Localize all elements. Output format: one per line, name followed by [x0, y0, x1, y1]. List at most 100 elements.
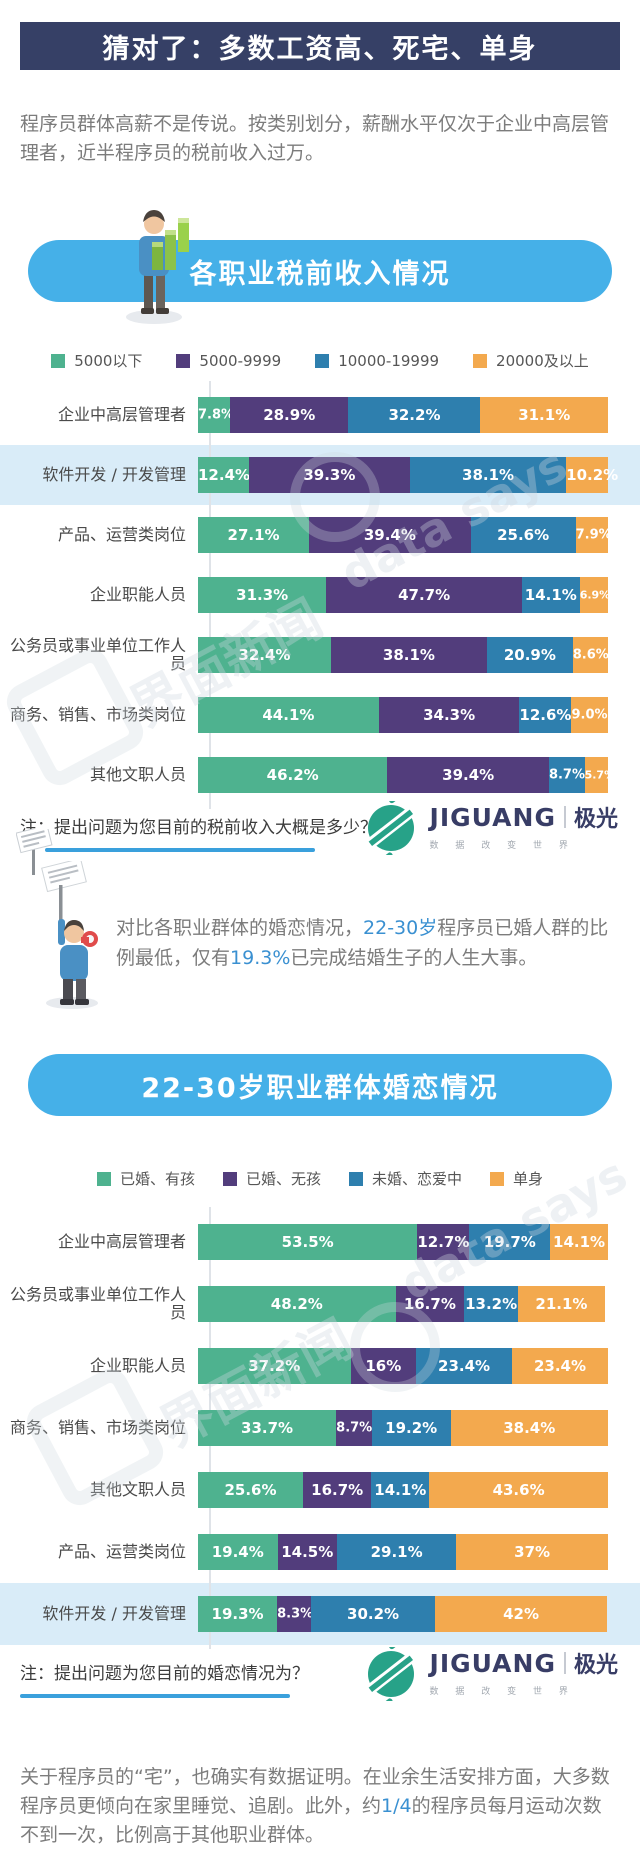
bar-value-label: 12.6% — [519, 706, 572, 724]
legend-label: 20000及以上 — [496, 352, 589, 370]
legend-item: 未婚、恋爱中 — [349, 1168, 462, 1189]
chart-row: 企业职能人员 37.2% 16% 23.4% 23.4% — [0, 1335, 640, 1397]
income-chart-legend: 5000以下 5000-9999 10000-19999 20000及以上 — [0, 350, 640, 371]
bar-segment: 12.7% — [417, 1224, 470, 1260]
marriage-chart: 企业中高层管理者 53.5% 12.7% 19.7% 14.1% 公务员或事业单位工作人员… — [0, 1207, 640, 1649]
section2-title: 22-30岁职业群体婚恋情况 — [141, 1072, 499, 1104]
bar-segment: 43.6% — [429, 1472, 608, 1508]
bar-segment: 16.7% — [395, 1286, 465, 1322]
bar-value-label: 38.1% — [462, 466, 515, 484]
bar-segment: 23.4% — [416, 1348, 513, 1384]
row-label: 企业职能人员 — [89, 585, 186, 605]
legend-swatch-icon — [96, 1171, 111, 1186]
text-run: 程序员已婚人群的比例最低，仅有 — [116, 917, 609, 969]
bar-segment: 12.6% — [519, 697, 571, 733]
bar-segment: 14.1% — [550, 1224, 608, 1260]
bar-segment: 19.3% — [198, 1596, 278, 1632]
chart-row: 产品、运营类岗位 19.4% 14.5% 29.1% 37% — [0, 1521, 640, 1583]
section1-header: 各职业税前收入情况 — [28, 210, 612, 324]
bar-track: 7.8% 28.9% 32.2% 31.1% — [198, 397, 608, 433]
bar-value-label: 10.2% — [566, 466, 619, 484]
page-title: 猜对了：多数工资高、死宅、单身 — [102, 33, 538, 65]
legend-label: 已婚、无孩 — [245, 1170, 321, 1188]
logo-slogan: 数 据 改 变 世 界 — [429, 841, 575, 851]
marriage-chart-note-block: 注：提出问题为您目前的婚恋情况为？ JIGUANG 极光 数 据 改 变 世 界 — [20, 1647, 620, 1729]
row-label: 企业职能人员 — [89, 1356, 186, 1376]
bar-track: 37.2% 16% 23.4% 23.4% — [198, 1348, 608, 1384]
legend-item: 10000-19999 — [315, 350, 439, 371]
bar-segment: 14.1% — [371, 1472, 430, 1508]
promo-block: 对比各职业群体的婚恋情况，22-30岁程序员已婚人群的比例最低，仅有19.3%已… — [20, 857, 620, 1018]
legend-item: 20000及以上 — [473, 350, 589, 371]
bar-value-label: 32.2% — [388, 406, 441, 424]
section1-title: 各职业税前收入情况 — [189, 258, 451, 290]
bar-segment: 23.4% — [512, 1348, 608, 1384]
bar-segment: 37% — [456, 1534, 608, 1570]
bar-value-label: 5.7% — [584, 768, 616, 782]
bar-value-label: 13.2% — [465, 1295, 518, 1313]
chart-row: 企业中高层管理者 7.8% 28.9% 32.2% 31.1% — [0, 385, 640, 445]
chart-row: 其他文职人员 25.6% 16.7% 14.1% 43.6% — [0, 1459, 640, 1521]
bar-value-label: 39.4% — [442, 766, 495, 784]
bar-value-label: 9.0% — [571, 707, 608, 723]
legend-item: 单身 — [490, 1168, 543, 1189]
row-label: 商务、销售、市场类岗位 — [9, 705, 186, 725]
legend-swatch-icon — [349, 1171, 363, 1186]
bar-segment: 25.6% — [198, 1472, 303, 1508]
bar-segment: 32.2% — [348, 397, 481, 433]
bar-segment: 46.2% — [198, 757, 388, 793]
bar-value-label: 28.9% — [263, 406, 316, 424]
bar-segment: 7.9% — [575, 517, 612, 553]
chart-row: 软件开发 / 开发管理 12.4% 39.3% 38.1% 10.2% — [0, 445, 640, 505]
legend-label: 5000以下 — [74, 352, 143, 370]
bar-value-label: 32.4% — [238, 646, 291, 664]
bar-segment: 14.1% — [521, 577, 580, 613]
bar-segment: 31.3% — [198, 577, 327, 613]
income-chart: 企业中高层管理者 7.8% 28.9% 32.2% 31.1% 软件开发 / 开发管理 12… — [0, 381, 640, 809]
bar-value-label: 37% — [514, 1543, 551, 1561]
chart-row: 公务员或事业单位工作人员 48.2% 16.7% 13.2% 21.1% — [0, 1273, 640, 1335]
bar-value-label: 44.1% — [262, 706, 315, 724]
bar-value-label: 46.2% — [266, 766, 319, 784]
note-divider-2 — [20, 1694, 290, 1698]
bar-track: 31.3% 47.7% 14.1% 6.9% — [198, 577, 610, 613]
bar-value-label: 53.5% — [281, 1233, 334, 1251]
bar-segment: 39.4% — [309, 517, 471, 553]
bar-value-label: 12.7% — [417, 1233, 470, 1251]
sign-post-icon — [15, 824, 56, 881]
bar-segment: 38.1% — [409, 457, 567, 493]
bar-track: 33.7% 8.7% 19.2% 38.4% — [198, 1410, 608, 1446]
bar-track: 19.4% 14.5% 29.1% 37% — [198, 1534, 608, 1570]
bar-value-label: 14.1% — [374, 1481, 427, 1499]
bar-value-label: 47.7% — [398, 586, 451, 604]
jiguang-logo: JIGUANG 极光 数 据 改 变 世 界 — [363, 801, 618, 855]
bar-value-label: 21.1% — [535, 1295, 588, 1313]
bar-value-label: 23.4% — [438, 1357, 491, 1375]
row-label: 商务、销售、市场类岗位 — [9, 1418, 186, 1438]
jiguang-emblem-icon — [363, 801, 418, 855]
bar-segment: 34.3% — [378, 697, 520, 733]
bar-value-label: 7.8% — [198, 407, 235, 423]
legend-item: 5000以下 — [51, 350, 142, 371]
bar-segment: 37.2% — [198, 1348, 351, 1384]
bar-segment: 25.6% — [470, 517, 576, 553]
logo-cn-text-2: 极光 — [573, 1653, 618, 1678]
note-divider — [45, 848, 315, 852]
bar-segment: 47.7% — [326, 577, 522, 613]
row-label: 软件开发 / 开发管理 — [42, 1604, 186, 1624]
bar-segment: 8.7% — [336, 1410, 372, 1446]
row-label: 其他文职人员 — [89, 765, 186, 785]
bar-value-label: 19.7% — [483, 1233, 536, 1251]
bar-segment: 27.1% — [198, 517, 310, 553]
bar-segment: 19.4% — [198, 1534, 278, 1570]
bar-value-label: 38.4% — [503, 1419, 556, 1437]
section2-header: 22-30岁职业群体婚恋情况 — [28, 1054, 612, 1116]
logo-slogan-2: 数 据 改 变 世 界 — [429, 1687, 575, 1697]
bar-segment: 20.9% — [487, 637, 573, 673]
highlight-text: 19.3% — [230, 947, 291, 969]
bar-value-label: 23.4% — [533, 1357, 587, 1375]
bar-segment: 8.6% — [572, 637, 609, 673]
bar-value-label: 38.1% — [382, 646, 435, 664]
bar-value-label: 8.7% — [336, 1420, 373, 1436]
row-label: 公务员或事业单位工作人员 — [9, 1285, 186, 1322]
